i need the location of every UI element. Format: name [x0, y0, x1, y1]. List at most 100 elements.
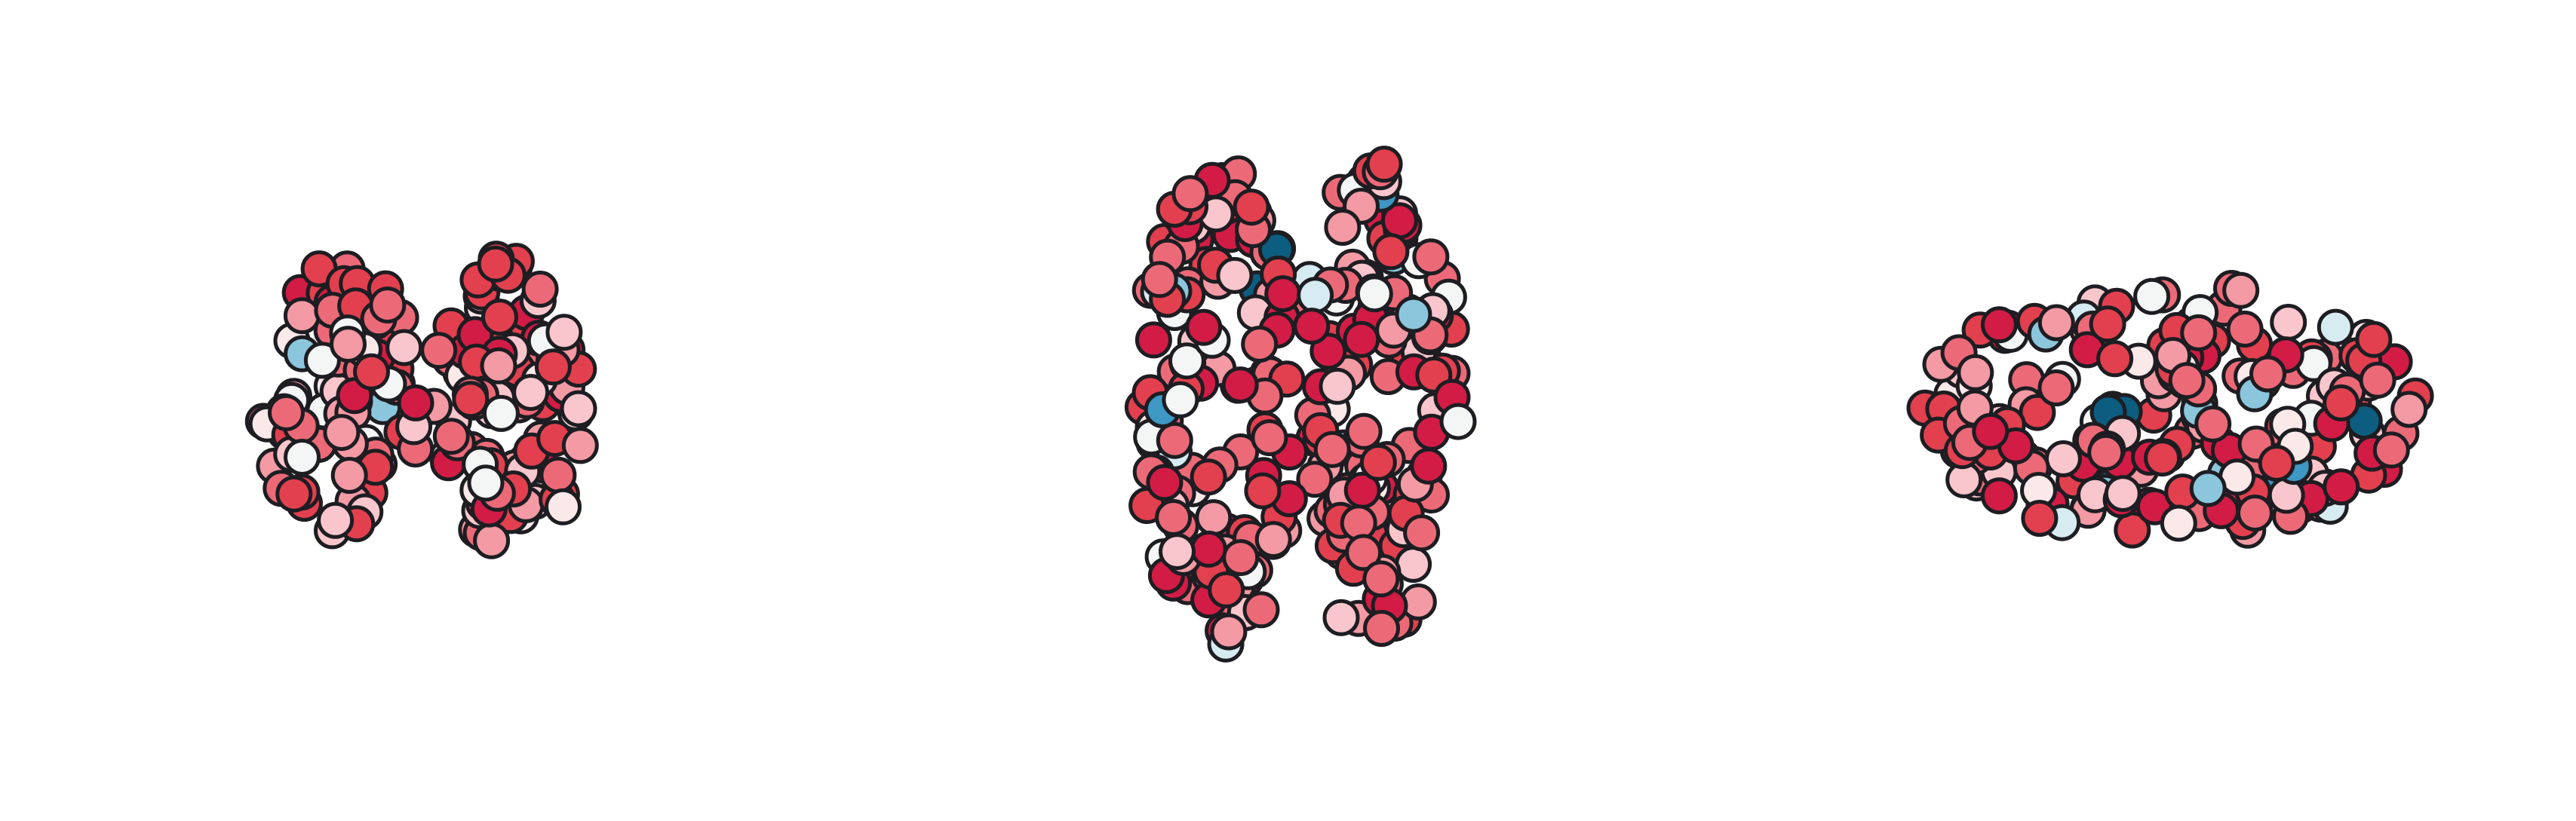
node-marker	[1439, 403, 1477, 440]
node-marker	[1264, 275, 1302, 313]
node-marker	[481, 299, 518, 336]
node-marker	[2323, 384, 2360, 421]
node-marker	[1190, 458, 1227, 496]
node-marker	[2355, 320, 2393, 358]
node-marker	[2390, 391, 2428, 428]
node-marker	[2258, 445, 2295, 482]
node-marker	[1190, 530, 1227, 568]
node-marker	[1322, 599, 1360, 636]
node-marker	[1343, 320, 1380, 358]
sagittal-view	[1906, 270, 2434, 549]
node-marker	[2270, 304, 2307, 341]
node-marker	[1324, 209, 1362, 246]
node-marker	[2160, 504, 2197, 542]
node-marker	[1221, 366, 1259, 404]
node-marker	[1345, 412, 1383, 450]
node-marker	[369, 286, 407, 324]
node-marker	[2189, 470, 2227, 507]
node-marker	[539, 456, 577, 494]
node-marker	[1980, 306, 2018, 344]
node-marker	[1403, 514, 1441, 552]
axial-view	[1124, 146, 1477, 663]
node-marker	[482, 394, 520, 432]
node-marker	[1297, 277, 1334, 314]
node-marker	[397, 384, 434, 421]
node-marker	[1155, 499, 1193, 536]
node-marker	[480, 347, 517, 384]
node-marker	[512, 374, 550, 411]
node-marker	[1980, 477, 2018, 515]
node-marker	[2104, 475, 2142, 513]
node-marker	[1365, 146, 1403, 183]
node-marker	[2168, 362, 2206, 400]
node-marker	[1254, 521, 1292, 559]
node-marker	[420, 332, 458, 369]
node-marker	[1251, 419, 1288, 457]
node-marker	[1309, 332, 1347, 370]
node-marker	[1345, 534, 1383, 571]
node-marker	[1162, 381, 1199, 418]
node-marker	[2021, 500, 2059, 537]
node-marker	[2194, 405, 2232, 443]
node-marker	[284, 439, 321, 476]
node-marker	[1395, 296, 1432, 333]
node-marker	[2323, 468, 2360, 506]
node-marker	[2180, 314, 2218, 351]
node-marker	[2096, 340, 2134, 378]
node-marker	[1319, 367, 1356, 405]
node-marker	[275, 475, 313, 513]
node-marker	[1293, 308, 1331, 345]
node-marker	[1972, 412, 2010, 450]
node-marker	[1296, 461, 1334, 498]
node-marker	[2372, 431, 2410, 469]
node-marker	[1362, 560, 1400, 598]
node-marker	[2237, 495, 2274, 532]
node-marker	[330, 326, 367, 363]
node-marker	[2144, 440, 2181, 477]
node-marker	[317, 501, 355, 539]
node-marker	[283, 297, 321, 335]
node-marker	[1359, 443, 1397, 481]
node-marker	[467, 464, 505, 502]
node-marker	[1395, 546, 1432, 583]
node-marker	[1168, 342, 1205, 380]
node-marker	[477, 245, 514, 283]
node-marker	[1208, 571, 1245, 608]
node-marker	[473, 522, 511, 559]
node-marker	[2044, 440, 2082, 477]
node-marker	[1134, 321, 1172, 359]
node-marker	[1222, 539, 1260, 577]
node-marker	[545, 488, 582, 525]
node-marker	[1410, 447, 1448, 485]
node-marker	[560, 390, 597, 427]
node-marker	[1216, 256, 1254, 294]
node-marker	[534, 348, 572, 386]
node-marker	[452, 381, 490, 418]
node-marker	[2089, 305, 2126, 343]
node-marker	[2317, 308, 2354, 346]
node-marker	[432, 418, 470, 455]
node-marker	[2037, 369, 2075, 406]
node-marker	[1171, 175, 1209, 213]
node-marker	[1363, 610, 1400, 647]
node-marker	[1241, 326, 1279, 363]
node-marker	[2037, 304, 2075, 342]
node-marker	[1313, 430, 1351, 468]
node-marker	[2359, 361, 2396, 399]
node-marker	[2133, 277, 2171, 315]
coronal-view	[244, 240, 599, 559]
node-marker	[1244, 472, 1282, 510]
node-marker	[545, 314, 583, 351]
node-marker	[1156, 421, 1193, 459]
node-marker	[521, 271, 559, 308]
node-marker	[1146, 464, 1184, 501]
node-marker	[1412, 238, 1450, 276]
node-marker	[1340, 504, 1377, 542]
node-marker	[330, 457, 368, 494]
node-marker	[1210, 613, 1248, 651]
node-marker	[1159, 533, 1196, 571]
node-marker	[268, 394, 305, 431]
node-marker	[1242, 591, 1280, 629]
